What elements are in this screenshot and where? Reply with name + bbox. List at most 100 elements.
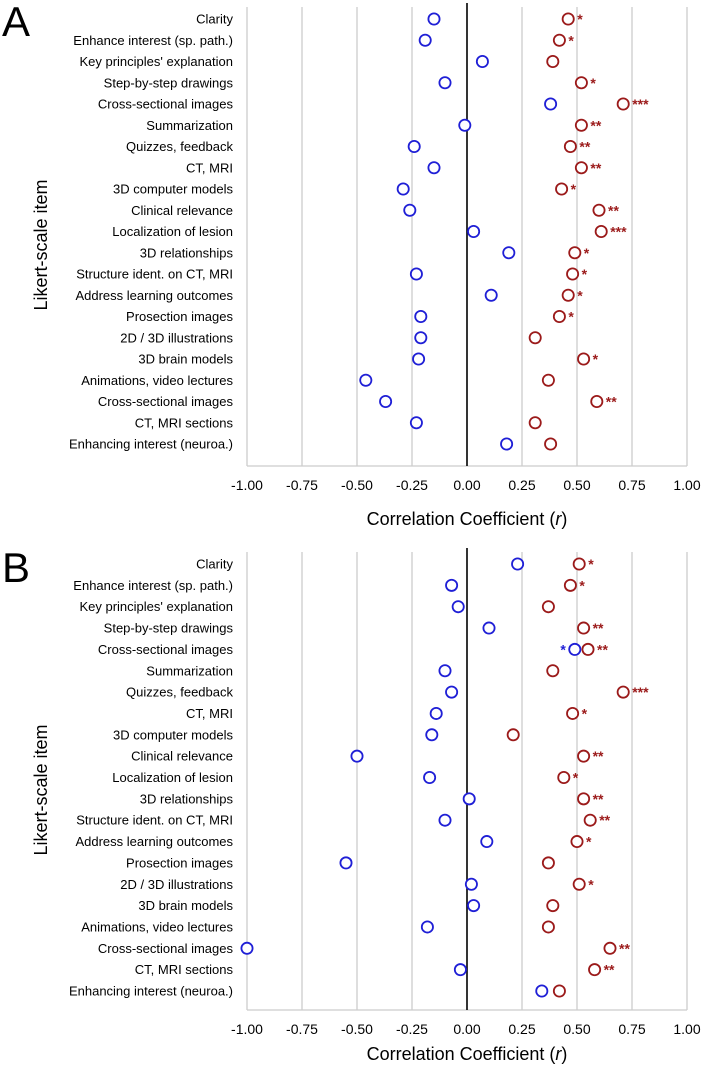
category-label: Step-by-step drawings xyxy=(104,621,234,636)
x-axis-title: Correlation Coefficient (r) xyxy=(367,1044,568,1064)
blue-point xyxy=(453,963,467,977)
red-point xyxy=(594,224,608,238)
blue-point xyxy=(568,642,582,656)
red-point xyxy=(541,920,555,934)
category-label: Prosection images xyxy=(126,855,233,870)
significance-stars: * xyxy=(571,181,577,197)
category-label: 2D / 3D illustrations xyxy=(120,330,233,345)
blue-point xyxy=(407,139,421,153)
blue-point xyxy=(403,203,417,217)
category-label: CT, MRI xyxy=(186,706,233,721)
significance-stars: ** xyxy=(597,641,608,657)
blue-point xyxy=(464,877,478,891)
red-point xyxy=(572,877,586,891)
blue-point xyxy=(451,600,465,614)
blue-point xyxy=(467,899,481,913)
blue-point xyxy=(409,267,423,281)
blue-point xyxy=(379,394,393,408)
blue-point xyxy=(396,182,410,196)
red-point xyxy=(528,331,542,345)
red-point xyxy=(546,899,560,913)
significance-stars: *** xyxy=(632,96,649,112)
red-point xyxy=(588,963,602,977)
category-label: Clinical relevance xyxy=(131,749,233,764)
x-tick-label: 1.00 xyxy=(673,477,700,493)
x-tick-label: 1.00 xyxy=(673,1021,700,1037)
red-point xyxy=(592,203,606,217)
red-point xyxy=(566,706,580,720)
red-point xyxy=(552,33,566,47)
category-label: Summarization xyxy=(146,118,233,133)
red-point xyxy=(616,685,630,699)
category-label: 3D computer models xyxy=(113,727,233,742)
blue-point xyxy=(535,984,549,998)
significance-stars: * xyxy=(588,876,594,892)
category-label: Enhance interest (sp. path.) xyxy=(73,578,233,593)
blue-point xyxy=(502,246,516,260)
category-label: Prosection images xyxy=(126,309,233,324)
significance-stars: ** xyxy=(590,160,601,176)
blue-point xyxy=(544,97,558,111)
significance-stars: * xyxy=(577,287,583,303)
blue-point xyxy=(350,749,364,763)
red-point xyxy=(546,664,560,678)
x-axis-title-end: ) xyxy=(561,509,567,529)
category-label: Animations, video lectures xyxy=(81,919,233,934)
significance-stars: ** xyxy=(579,139,590,155)
category-label: 3D brain models xyxy=(138,352,233,367)
blue-point xyxy=(412,352,426,366)
blue-point xyxy=(420,920,434,934)
blue-point xyxy=(511,557,525,571)
category-label: Enhancing interest (neuroa.) xyxy=(69,984,233,999)
blue-point xyxy=(418,33,432,47)
red-point xyxy=(572,557,586,571)
panel-letter: B xyxy=(2,544,30,591)
blue-point xyxy=(240,941,254,955)
x-tick-label: -0.50 xyxy=(341,1021,373,1037)
blue-point xyxy=(409,416,423,430)
category-label: 3D brain models xyxy=(138,898,233,913)
category-label: 3D computer models xyxy=(113,182,233,197)
x-tick-label: 0.75 xyxy=(618,1021,645,1037)
red-point xyxy=(574,161,588,175)
blue-point xyxy=(438,76,452,90)
red-point xyxy=(583,813,597,827)
significance-stars: * xyxy=(573,770,579,786)
blue-point xyxy=(484,288,498,302)
category-label: Clarity xyxy=(196,557,233,572)
significance-stars: * xyxy=(584,245,590,261)
x-tick-label: -0.75 xyxy=(286,1021,318,1037)
category-label: Cross-sectional images xyxy=(98,97,234,112)
blue-point xyxy=(414,331,428,345)
red-point xyxy=(581,642,595,656)
category-label: Quizzes, feedback xyxy=(126,139,233,154)
significance-stars: * xyxy=(577,11,583,27)
x-axis-title-end: ) xyxy=(561,1044,567,1064)
category-label: CT, MRI sections xyxy=(135,415,234,430)
blue-point xyxy=(438,664,452,678)
category-label: Cross-sectional images xyxy=(98,941,234,956)
blue-point xyxy=(429,706,443,720)
x-axis-title-variable: r xyxy=(555,509,562,529)
red-point xyxy=(546,55,560,69)
x-tick-label: 0.25 xyxy=(508,477,535,493)
significance-stars: ** xyxy=(604,962,615,978)
red-point xyxy=(561,12,575,26)
significance-stars: * xyxy=(568,309,574,325)
panel-a: A -1.00 -0.75 -0.50 -0.25 0.00 0.25 0.50 0.75 1.0… xyxy=(2,0,701,529)
significance-stars: ** xyxy=(593,791,604,807)
significance-stars: ** xyxy=(593,748,604,764)
significance-stars: ** xyxy=(619,940,630,956)
red-point xyxy=(541,373,555,387)
x-tick-label: -0.75 xyxy=(286,477,318,493)
significance-stars: * xyxy=(582,266,588,282)
category-label: Summarization xyxy=(146,663,233,678)
significance-stars: ** xyxy=(590,117,601,133)
significance-stars: * xyxy=(586,834,592,850)
significance-stars: * xyxy=(582,705,588,721)
significance-stars: ** xyxy=(606,394,617,410)
significance-stars: *** xyxy=(632,684,649,700)
blue-point xyxy=(339,856,353,870)
category-label: Clinical relevance xyxy=(131,203,233,218)
